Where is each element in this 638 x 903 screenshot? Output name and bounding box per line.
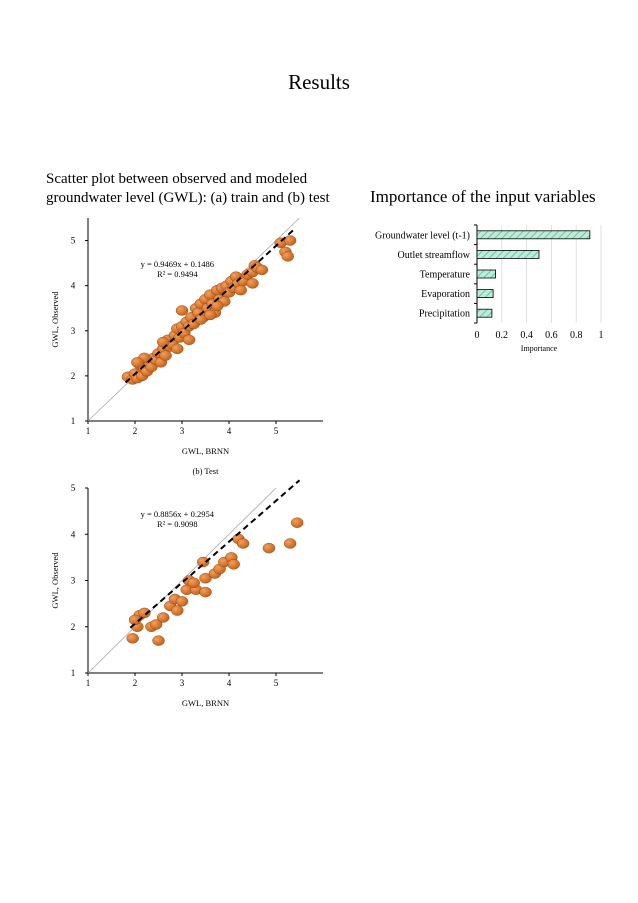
data-point [211, 300, 224, 312]
importance-bar [476, 289, 494, 298]
y-tick-label: 4 [71, 529, 76, 539]
chart-title: (b) Test [193, 466, 220, 476]
data-point [234, 284, 247, 296]
page-title: Results [288, 70, 350, 94]
regression-equation: y = 0.8856x + 0.2954 [141, 509, 215, 519]
importance-bar-chart: 0 0.2 0.4 0.6 0.8 1 Groundwater level (t-1) Out… [375, 224, 604, 353]
data-point [149, 619, 163, 630]
identity-line [87, 487, 277, 674]
data-point [171, 605, 184, 616]
x-tick-label: 0 [475, 330, 480, 341]
x-tick-label: 3 [180, 678, 185, 688]
data-point [196, 556, 210, 568]
y-tick-label: 2 [71, 371, 76, 381]
data-point [171, 343, 184, 355]
x-tick-label: 5 [274, 426, 279, 436]
x-tick-label: 4 [227, 426, 232, 436]
data-point [159, 350, 172, 361]
x-tick-label: 5 [274, 678, 279, 688]
data-point [262, 542, 276, 554]
scatter-section-heading: Scatter plot between observed and modele… [46, 170, 346, 208]
x-tick-label: 0.2 [496, 330, 509, 341]
x-tick-label: 1 [86, 426, 91, 436]
y-tick-label: 1 [71, 416, 76, 426]
data-point [138, 607, 151, 619]
x-tick-label: 2 [133, 426, 138, 436]
x-tick-label: 0.4 [520, 330, 533, 341]
data-point [283, 235, 297, 246]
data-point [199, 572, 212, 584]
data-point [255, 264, 269, 276]
data-point [156, 612, 170, 623]
data-point [283, 538, 297, 549]
x-axis-label: GWL, BRNN [182, 446, 229, 456]
data-point [175, 596, 189, 607]
data-point [126, 633, 139, 644]
importance-bar [476, 269, 497, 279]
category-label: Precipitation [419, 309, 470, 320]
data-point [203, 309, 217, 321]
y-tick-label: 4 [71, 281, 76, 291]
scatter-heading-line-1: Scatter plot between observed and modele… [46, 171, 308, 187]
importance-bar [476, 250, 540, 259]
data-point [290, 517, 304, 528]
category-label: Outlet streamflow [398, 250, 471, 261]
data-point [246, 278, 259, 289]
data-point [152, 635, 165, 646]
data-point [281, 251, 294, 262]
x-tick-label: 2 [133, 678, 138, 688]
data-point [182, 334, 196, 346]
x-tick-label: 3 [180, 426, 185, 436]
data-point [236, 538, 250, 549]
x-tick-label: 1 [599, 330, 604, 341]
trend-line [124, 228, 296, 384]
importance-bar [476, 230, 591, 240]
trend-line [129, 479, 301, 629]
y-tick-label: 3 [71, 576, 76, 586]
data-point [131, 357, 144, 368]
data-point [227, 559, 240, 570]
y-axis-label: GWL, Observed [50, 552, 60, 609]
r-squared-label: R² = 0.9494 [157, 269, 198, 279]
x-tick-label: 0.8 [570, 330, 583, 341]
y-tick-label: 1 [71, 668, 76, 678]
x-axis-label: GWL, BRNN [182, 698, 229, 707]
r-squared-label: R² = 0.9098 [157, 519, 198, 529]
y-axis-label: GWL, Observed [50, 291, 60, 348]
regression-equation: y = 0.9469x + 0.1486 [141, 259, 214, 269]
y-tick-label: 3 [71, 326, 76, 336]
importance-bar [476, 308, 493, 318]
scatter-heading-line-2: groundwater level (GWL): (a) train and (… [46, 190, 330, 206]
x-tick-label: 4 [227, 678, 232, 688]
x-axis-label: Importance [521, 344, 558, 353]
x-tick-label: 0.6 [545, 330, 558, 341]
category-label: Groundwater level (t-1) [375, 230, 470, 241]
y-tick-label: 5 [71, 236, 76, 246]
x-tick-label: 1 [86, 678, 91, 688]
data-point [187, 577, 200, 589]
category-label: Temperature [420, 270, 471, 281]
data-point [199, 586, 212, 598]
data-point [175, 305, 189, 316]
y-tick-label: 2 [71, 622, 76, 632]
importance-section-heading: Importance of the input variables [370, 187, 596, 206]
y-tick-label: 5 [71, 483, 76, 493]
category-label: Evaporation [421, 289, 470, 300]
